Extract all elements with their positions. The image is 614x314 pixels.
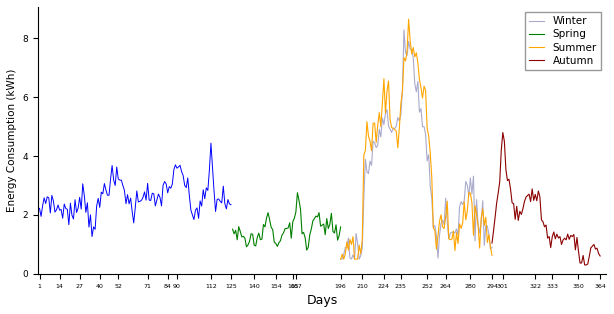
Spring: [293, 191, 301, 195]
Spring: [232, 228, 239, 232]
Autumn: [499, 131, 507, 134]
Summer: [405, 17, 412, 21]
Summer: [414, 61, 422, 65]
Winter: [377, 135, 384, 139]
Summer: [373, 141, 380, 144]
Summer: [488, 253, 495, 257]
Autumn: [491, 215, 499, 219]
Summer: [457, 226, 465, 230]
Summer: [377, 125, 384, 128]
Spring: [281, 227, 289, 230]
Winter: [488, 246, 495, 249]
Autumn: [596, 254, 604, 258]
Autumn: [488, 241, 495, 245]
Spring: [244, 243, 252, 247]
Legend: Winter, Spring, Summer, Autumn: Winter, Spring, Summer, Autumn: [524, 12, 601, 70]
Y-axis label: Energy Consumption (kWh): Energy Consumption (kWh): [7, 69, 17, 212]
Winter: [400, 28, 408, 32]
Winter: [414, 79, 422, 83]
Spring: [295, 198, 303, 202]
X-axis label: Days: Days: [306, 294, 338, 307]
Summer: [337, 257, 344, 261]
Summer: [419, 96, 426, 100]
Autumn: [593, 246, 600, 250]
Line: Spring: Spring: [233, 193, 341, 250]
Autumn: [589, 244, 596, 248]
Spring: [303, 248, 310, 252]
Line: Autumn: Autumn: [492, 133, 600, 265]
Spring: [334, 238, 341, 242]
Winter: [419, 125, 426, 129]
Autumn: [505, 177, 513, 181]
Winter: [383, 108, 391, 111]
Winter: [337, 257, 344, 261]
Autumn: [581, 263, 588, 267]
Autumn: [542, 223, 550, 227]
Winter: [457, 200, 465, 203]
Summer: [383, 89, 391, 93]
Spring: [329, 230, 336, 233]
Spring: [337, 225, 344, 229]
Line: Summer: Summer: [341, 19, 492, 259]
Autumn: [554, 236, 562, 240]
Line: Winter: Winter: [341, 30, 492, 259]
Winter: [373, 146, 380, 149]
Spring: [229, 227, 236, 231]
